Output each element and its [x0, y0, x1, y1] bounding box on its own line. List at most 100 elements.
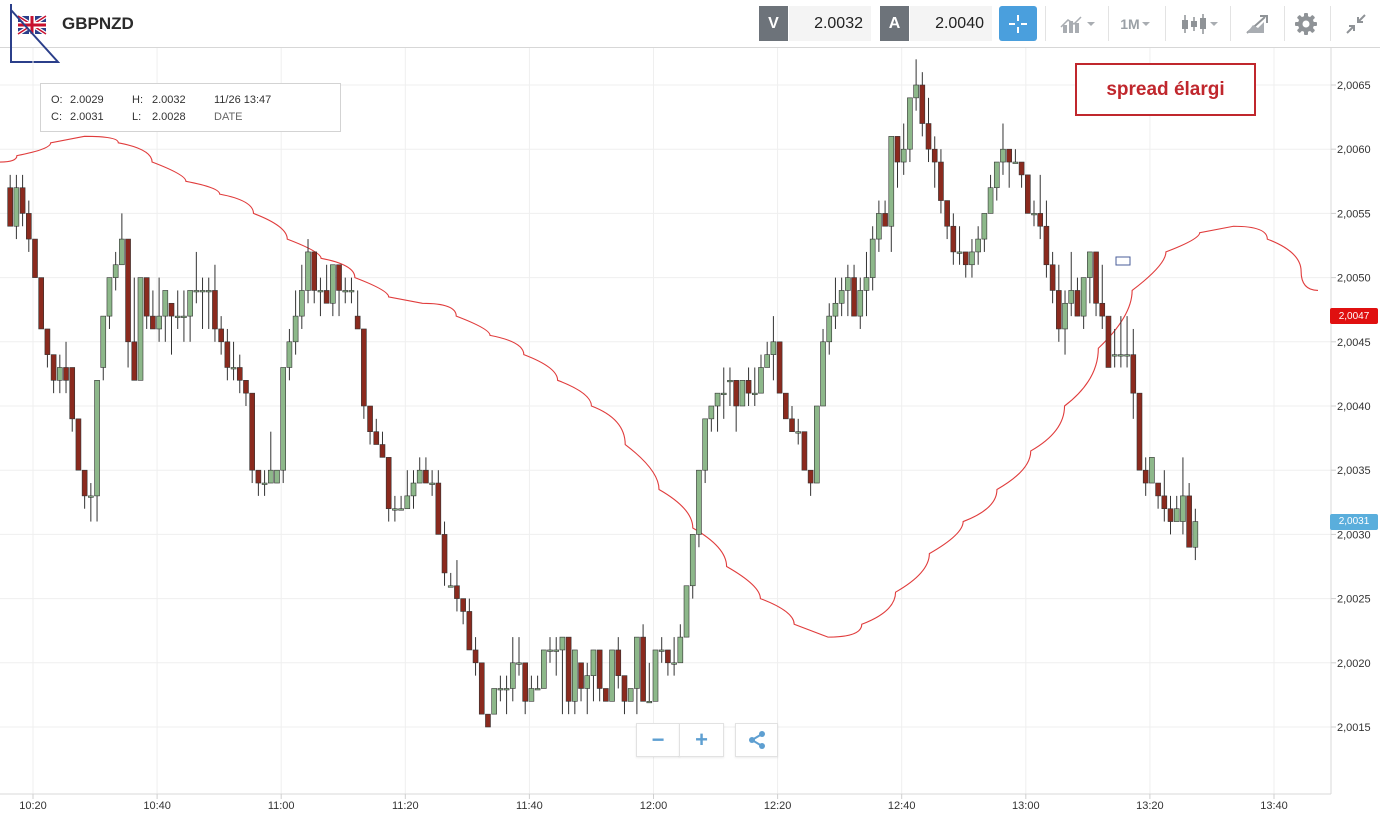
candle	[261, 470, 268, 496]
bullish-candle-body	[981, 213, 988, 240]
drawing-tools-button[interactable]	[1236, 6, 1278, 41]
bearish-candle-body	[379, 444, 386, 458]
candle	[292, 290, 299, 355]
candle	[112, 251, 119, 291]
candle	[1080, 277, 1087, 329]
bearish-candle-body	[255, 469, 262, 484]
bullish-candle-body	[106, 277, 113, 317]
candle	[801, 431, 808, 471]
bearish-candle-body	[851, 277, 857, 317]
candle	[379, 431, 386, 458]
price-chart[interactable]: 2,0015 2,0020 2,0025 2,0030 2,0035 2,0040 2,00…	[0, 48, 1380, 823]
bullish-candle-body	[956, 251, 963, 254]
crosshair-button[interactable]	[999, 6, 1037, 41]
candle	[1136, 392, 1143, 471]
candle	[50, 354, 57, 394]
bearish-candle-body	[1049, 264, 1056, 291]
candle	[224, 328, 231, 381]
candle	[553, 637, 560, 676]
chart-type-button[interactable]	[1172, 6, 1224, 41]
bearish-candle-body	[962, 251, 969, 266]
candle	[857, 277, 864, 329]
candle	[1155, 482, 1161, 509]
candle	[547, 637, 553, 663]
bullish-candle-body	[795, 431, 802, 434]
bullish-candle-body	[193, 290, 200, 293]
candle	[751, 367, 758, 406]
candle	[1124, 316, 1130, 368]
bullish-candle-body	[299, 290, 305, 317]
bullish-candle-body	[274, 469, 280, 484]
settings-button[interactable]	[1288, 6, 1324, 41]
candle	[255, 469, 262, 496]
candle	[1093, 251, 1099, 317]
candle	[361, 328, 367, 419]
sell-price[interactable]: 2.0032	[789, 6, 871, 41]
candle	[733, 380, 739, 432]
bearish-candle-body	[385, 457, 392, 510]
low-value: 2.0028	[152, 111, 186, 123]
candle	[367, 405, 373, 445]
candle	[143, 277, 150, 329]
bearish-candle-body	[789, 418, 795, 432]
candle	[460, 598, 466, 625]
zoom-in-button[interactable]: +	[679, 723, 724, 757]
bearish-candle-body	[81, 469, 88, 497]
candle	[640, 624, 646, 702]
bullish-candle-body	[1124, 354, 1130, 357]
candle	[1142, 457, 1149, 496]
candle	[348, 277, 355, 304]
candle	[758, 354, 764, 394]
candle	[981, 213, 988, 252]
symbol-name: GBPNZD	[62, 14, 134, 33]
bullish-candle-body	[627, 688, 634, 702]
indicators-button[interactable]	[1052, 6, 1102, 41]
candle	[1099, 264, 1106, 329]
candle	[100, 315, 107, 381]
bullish-candle-body	[845, 277, 851, 291]
bearish-candle-body	[168, 302, 175, 317]
chart-grid	[0, 48, 1331, 794]
zoom-out-button[interactable]: −	[636, 723, 680, 757]
bearish-candle-body	[1099, 302, 1106, 317]
bullish-candle-body	[876, 213, 882, 240]
bearish-candle-body	[1074, 290, 1081, 317]
bullish-candle-body	[1062, 302, 1068, 330]
candlestick-icon	[1182, 13, 1218, 34]
timeframe-button[interactable]: 1M	[1113, 6, 1159, 41]
candle	[646, 662, 653, 704]
candle	[267, 431, 274, 484]
crosshair-icon	[1009, 14, 1027, 33]
candle	[168, 302, 175, 355]
bullish-candle-body	[348, 290, 355, 293]
bullish-candle-body	[1087, 251, 1093, 278]
bullish-candle-body	[907, 97, 913, 150]
candle	[677, 624, 684, 664]
candle	[1056, 264, 1062, 342]
bearish-candle-body	[1167, 508, 1174, 522]
candle	[150, 290, 156, 330]
buy-label[interactable]: A	[880, 6, 909, 41]
bearish-candle-body	[925, 123, 932, 150]
candle	[720, 367, 727, 419]
bearish-candle-body	[1037, 213, 1044, 227]
x-tick-label: 10:40	[143, 800, 171, 812]
candle	[1049, 251, 1056, 304]
candle	[528, 675, 535, 702]
buy-price[interactable]: 2.0040	[910, 6, 992, 41]
share-button[interactable]	[735, 723, 778, 757]
bullish-candle-body	[398, 508, 404, 511]
bearish-candle-body	[578, 662, 584, 689]
bullish-candle-body	[820, 341, 826, 407]
candle	[174, 290, 181, 329]
moving-average-line	[0, 135, 1319, 638]
bullish-candle-body	[1111, 354, 1118, 357]
candle	[162, 290, 169, 342]
candle	[212, 264, 218, 342]
sell-label[interactable]: V	[759, 6, 788, 41]
collapse-button[interactable]	[1336, 6, 1376, 41]
candle	[392, 495, 398, 522]
candle	[845, 264, 851, 317]
x-tick-label: 11:40	[516, 800, 543, 812]
candle	[689, 534, 696, 599]
